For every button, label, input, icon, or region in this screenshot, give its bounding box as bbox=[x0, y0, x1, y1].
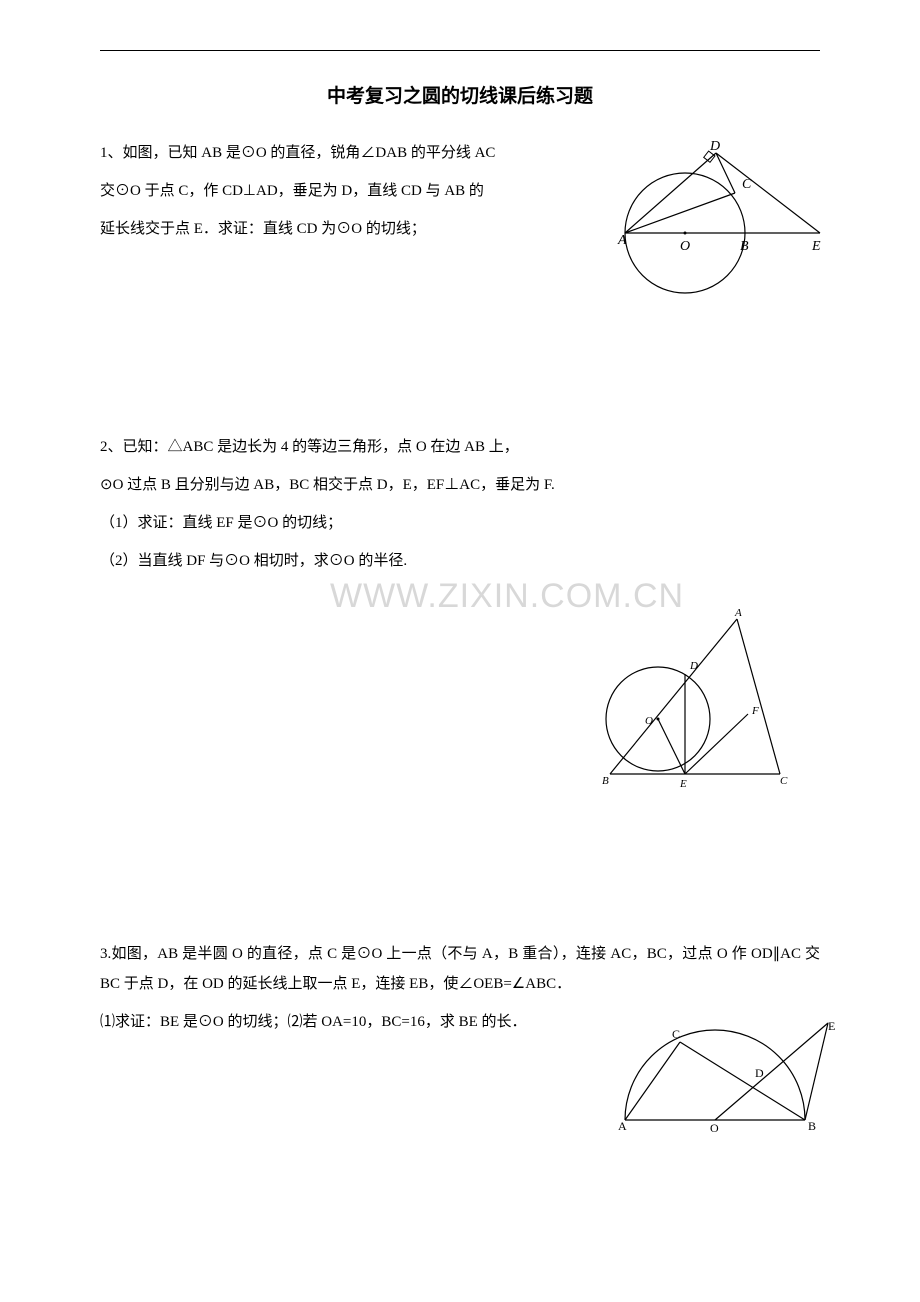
fig3-label-B: B bbox=[808, 1119, 816, 1133]
p2-line2: ⊙O 过点 B 且分别与边 AB，BC 相交于点 D，E，EF⊥AC，垂足为 F… bbox=[100, 470, 820, 500]
figure-2: A B C D E F O bbox=[590, 604, 800, 794]
fig2-label-B: B bbox=[602, 775, 609, 787]
problem-3: 3.如图，AB 是半圆 O 的直径，点 C 是⊙O 上一点（不与 A，B 重合）… bbox=[100, 939, 820, 1125]
page-title: 中考复习之圆的切线课后练习题 bbox=[100, 81, 820, 108]
fig2-label-E: E bbox=[679, 778, 687, 790]
fig2-label-C: C bbox=[780, 775, 788, 787]
figure-1: A O B E C D bbox=[610, 138, 830, 308]
fig1-label-B: B bbox=[740, 239, 749, 254]
fig3-label-C: C bbox=[672, 1027, 680, 1041]
p2-line4: （2）当直线 DF 与⊙O 相切时，求⊙O 的半径. bbox=[100, 546, 820, 576]
fig1-label-O: O bbox=[680, 239, 690, 254]
fig2-label-O: O bbox=[645, 715, 653, 727]
p2-line1: 2、已知：△ABC 是边长为 4 的等边三角形，点 O 在边 AB 上， bbox=[100, 432, 820, 462]
fig3-label-A: A bbox=[618, 1119, 627, 1133]
fig2-label-A: A bbox=[734, 607, 742, 619]
p3-line1: 3.如图，AB 是半圆 O 的直径，点 C 是⊙O 上一点（不与 A，B 重合）… bbox=[100, 939, 820, 999]
fig1-label-C: C bbox=[742, 177, 752, 192]
fig1-label-A: A bbox=[617, 233, 627, 248]
fig3-label-O: O bbox=[710, 1121, 719, 1135]
fig3-label-D: D bbox=[755, 1066, 764, 1080]
header-rule bbox=[100, 50, 820, 51]
figure-3: A B C D E O bbox=[610, 1015, 840, 1135]
fig1-label-D: D bbox=[709, 139, 720, 154]
fig3-label-E: E bbox=[828, 1019, 835, 1033]
problem-2: 2、已知：△ABC 是边长为 4 的等边三角形，点 O 在边 AB 上， ⊙O … bbox=[100, 432, 820, 889]
fig1-label-E: E bbox=[811, 239, 821, 254]
fig2-label-F: F bbox=[751, 705, 759, 717]
fig2-label-D: D bbox=[689, 660, 698, 672]
p2-line3: （1）求证：直线 EF 是⊙O 的切线； bbox=[100, 508, 820, 538]
problem-1: 1、如图，已知 AB 是⊙O 的直径，锐角∠DAB 的平分线 AC 交⊙O 于点… bbox=[100, 138, 820, 382]
